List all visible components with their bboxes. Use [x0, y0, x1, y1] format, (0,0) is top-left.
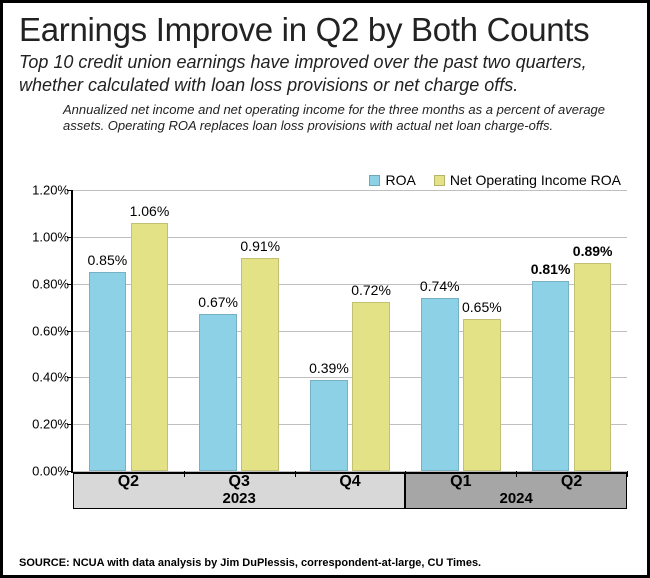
x-tick	[184, 471, 185, 477]
bar	[241, 258, 279, 471]
bar-value-label: 0.81%	[531, 261, 571, 277]
bar	[131, 223, 169, 471]
bar	[199, 314, 237, 471]
year-label: 2023	[209, 490, 269, 507]
bar-value-label: 0.91%	[240, 238, 280, 254]
bar-value-label: 0.74%	[420, 278, 460, 294]
bar	[352, 302, 390, 471]
x-axis-label: Q2	[561, 473, 582, 491]
x-axis-label: Q3	[229, 473, 250, 491]
x-axis-label: Q2	[118, 473, 139, 491]
legend-swatch-roa	[369, 175, 380, 186]
x-tick	[516, 471, 517, 477]
bar	[574, 263, 612, 471]
x-tick	[627, 471, 628, 477]
source-line: SOURCE: NCUA with data analysis by Jim D…	[19, 557, 481, 569]
x-axis-label: Q4	[339, 473, 360, 491]
legend-label-roa: ROA	[385, 172, 415, 188]
bar-value-label: 0.72%	[351, 282, 391, 298]
y-axis-label: 1.00%	[23, 229, 69, 244]
chart-note: Annualized net income and net operating …	[3, 102, 647, 135]
gridline	[73, 471, 627, 472]
y-axis-label: 0.00%	[23, 464, 69, 479]
chart-title: Earnings Improve in Q2 by Both Counts	[3, 3, 647, 49]
bar	[463, 319, 501, 471]
chart-subtitle: Top 10 credit union earnings have improv…	[3, 49, 647, 102]
plot-area: 0.00%0.20%0.40%0.60%0.80%1.00%1.20%20232…	[71, 190, 627, 473]
x-tick	[295, 471, 296, 477]
legend: ROA Net Operating Income ROA	[369, 172, 621, 188]
bar-value-label: 0.39%	[309, 360, 349, 376]
bar	[421, 298, 459, 471]
x-axis-label: Q1	[450, 473, 471, 491]
legend-item-noi: Net Operating Income ROA	[434, 172, 621, 188]
bar	[310, 380, 348, 471]
bar-value-label: 0.65%	[462, 299, 502, 315]
y-axis-label: 0.60%	[23, 323, 69, 338]
year-label: 2024	[486, 490, 546, 507]
bar-value-label: 1.06%	[130, 203, 170, 219]
chart: ROA Net Operating Income ROA 0.00%0.20%0…	[19, 178, 631, 525]
x-tick	[405, 471, 406, 477]
bar-value-label: 0.89%	[573, 243, 613, 259]
y-axis-label: 0.80%	[23, 276, 69, 291]
bar	[532, 281, 570, 471]
bar-value-label: 0.67%	[198, 294, 238, 310]
y-axis-label: 1.20%	[23, 183, 69, 198]
legend-label-noi: Net Operating Income ROA	[450, 172, 621, 188]
y-axis-label: 0.20%	[23, 417, 69, 432]
y-axis-label: 0.40%	[23, 370, 69, 385]
chart-frame: Earnings Improve in Q2 by Both Counts To…	[0, 0, 650, 578]
legend-swatch-noi	[434, 175, 445, 186]
bar-value-label: 0.85%	[87, 252, 127, 268]
chart-area: ROA Net Operating Income ROA 0.00%0.20%0…	[19, 178, 631, 525]
bar	[89, 272, 127, 471]
legend-item-roa: ROA	[369, 172, 415, 188]
gridline	[73, 190, 627, 191]
